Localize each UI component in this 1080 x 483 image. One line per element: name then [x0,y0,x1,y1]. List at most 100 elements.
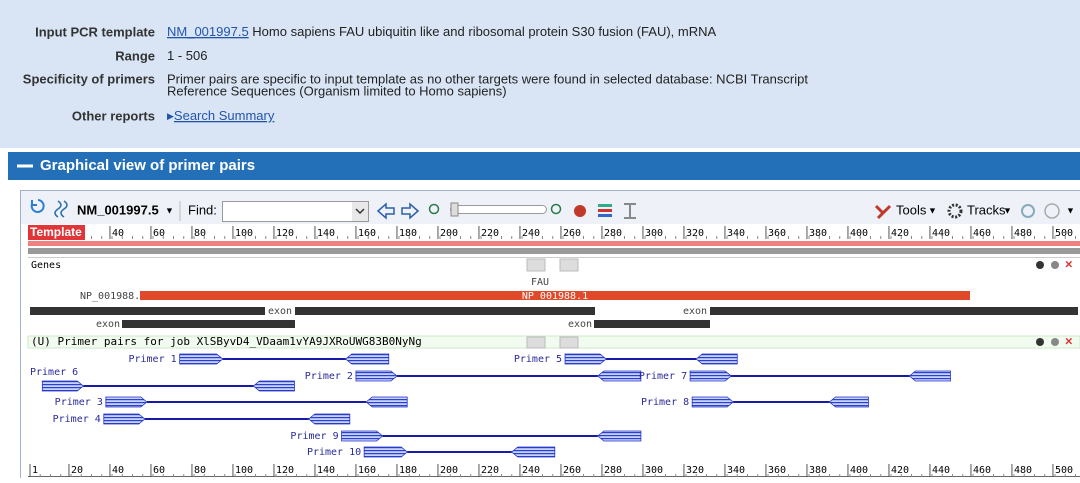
tick-label: 200 [440,228,458,239]
tick-label: 100 [235,465,253,476]
forward-primer[interactable] [690,371,731,381]
tick-label: 320 [686,465,704,476]
forward-primer[interactable] [106,397,147,407]
track-settings[interactable] [1051,338,1059,346]
info-value: Reference Sequences (Organism limited to… [167,83,507,98]
genes-track-title: Genes [31,260,61,271]
dropdown-arrow[interactable]: ▼ [928,205,937,215]
reverse-primer[interactable] [696,354,737,364]
section-title: Graphical view of primer pairs [40,157,255,174]
tools-menu[interactable]: Tools [896,202,927,217]
track-close[interactable]: × [1065,256,1073,271]
reverse-primer[interactable] [346,354,389,364]
track-nav[interactable] [527,259,545,271]
color-icon[interactable] [598,204,612,207]
info-value: ▶Search Summary [167,108,275,123]
track-close[interactable]: × [1065,333,1073,348]
track-nav[interactable] [560,337,578,348]
find-input[interactable] [223,202,369,222]
tick-label: 480 [1014,465,1032,476]
track-settings[interactable] [1051,261,1059,269]
exon-label: exon [268,306,292,317]
tick-label: 140 [317,228,335,239]
tick-label: 280 [604,465,622,476]
primer-label: Primer 10 [307,447,361,458]
accession[interactable]: NM_001997.5 [77,202,159,217]
exon-bar [122,320,295,328]
forward-primer[interactable] [364,447,407,457]
exon-label: exon [568,319,592,330]
tick-label: 500 [1055,465,1073,476]
info-value: 1 - 506 [167,48,207,63]
tick-label: 40 [112,228,124,239]
primer-label: Primer 9 [290,431,338,442]
tick-label: 380 [809,465,827,476]
info-text: Homo sapiens FAU ubiquitin like and ribo… [252,24,716,39]
primer-label: Primer 3 [55,397,103,408]
track-nav[interactable] [527,337,545,348]
tick-label: 60 [153,465,165,476]
exon-bar [30,307,265,315]
primer-label: Primer 2 [305,371,353,382]
reverse-primer[interactable] [909,371,950,381]
tick-label: 340 [727,465,745,476]
sequence-bar [28,248,1080,254]
forward-primer[interactable] [356,371,397,381]
forward-primer[interactable] [565,354,606,364]
reverse-primer[interactable] [253,381,294,391]
info-label: Range [115,48,155,63]
atgc-icon[interactable] [574,205,586,217]
find-dropdown[interactable] [352,202,368,221]
tick-label: 140 [317,465,335,476]
reverse-primer[interactable] [366,397,407,407]
reverse-primer[interactable] [309,414,350,424]
slider-thumb[interactable] [451,203,458,216]
tick-label: 220 [481,465,499,476]
reverse-primer[interactable] [512,447,555,457]
track-info[interactable] [1036,261,1044,269]
forward-primer[interactable] [342,431,383,441]
primer-label: Primer 8 [641,397,689,408]
primer-label: Primer 4 [53,414,101,425]
info-text: 1 - 506 [167,48,207,63]
track-nav[interactable] [560,259,578,271]
tick-label: 260 [563,228,581,239]
tracks-menu[interactable]: Tracks [967,202,1006,217]
template-bar [28,241,1080,246]
exon-label: exon [683,306,707,317]
info-label: Input PCR template [35,24,155,39]
tick-label: 240 [522,465,540,476]
exon-bar [295,307,595,315]
forward-primer[interactable] [180,354,223,364]
tick-label: 200 [440,465,458,476]
dropdown-arrow[interactable]: ▼ [165,205,174,215]
tick-label: 260 [563,465,581,476]
reverse-primer[interactable] [830,397,869,407]
tick-label: 160 [358,465,376,476]
tick-label: 380 [809,228,827,239]
forward-primer[interactable] [104,414,145,424]
info-link[interactable]: Search Summary [174,108,275,123]
tick-label: 40 [112,465,124,476]
reverse-primer[interactable] [598,371,641,381]
tick-label: 360 [768,465,786,476]
dropdown-arrow[interactable]: ▼ [1066,205,1075,215]
info-link[interactable]: NM_001997.5 [167,24,249,39]
forward-primer[interactable] [692,397,733,407]
tick-label: 180 [399,465,417,476]
reverse-primer[interactable] [598,431,641,441]
tick-label: 1 [32,465,38,476]
tick-label: 420 [891,465,909,476]
color-icon [598,209,612,212]
tick-label: 320 [686,228,704,239]
tick-label: 400 [850,228,868,239]
tick-label: 120 [276,465,294,476]
zoom-slider[interactable] [451,206,547,214]
info-value: NM_001997.5 Homo sapiens FAU ubiquitin l… [167,24,717,39]
tick-label: 480 [1014,228,1032,239]
dropdown-arrow[interactable]: ▼ [1003,205,1012,215]
tick-label: 120 [276,228,294,239]
template-label: Template [30,225,82,239]
forward-primer[interactable] [42,381,83,391]
track-info[interactable] [1036,338,1044,346]
